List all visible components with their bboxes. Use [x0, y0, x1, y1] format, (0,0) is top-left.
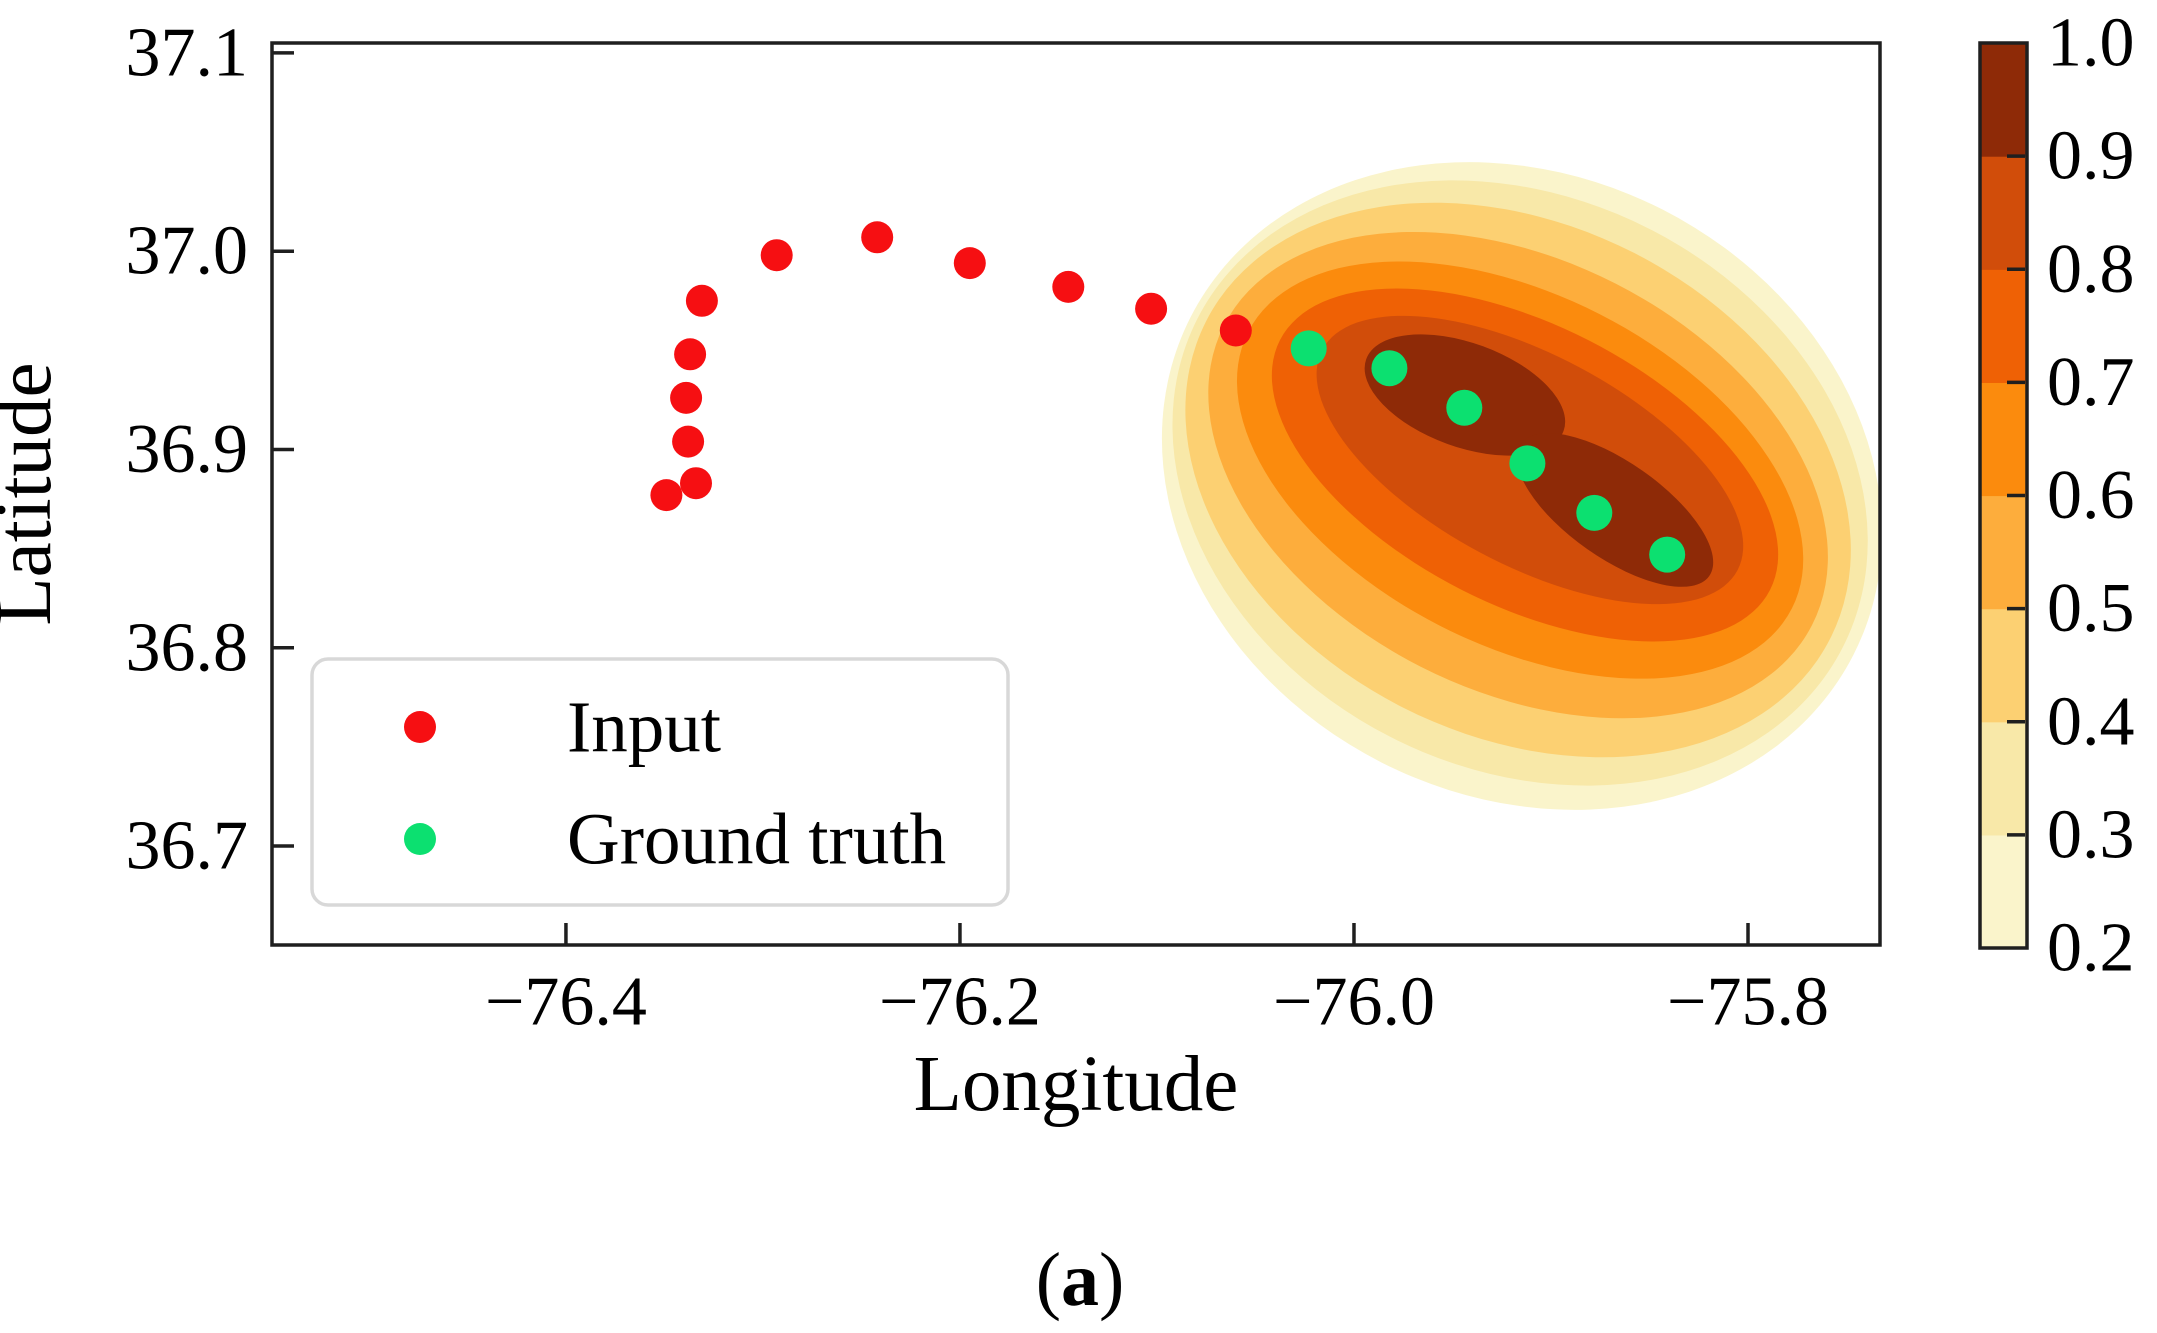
legend-marker-ground-truth: [404, 823, 436, 855]
colorbar-tick-label: 0.7: [2047, 344, 2135, 421]
colorbar-tick-label: 0.4: [2047, 683, 2135, 760]
colorbar-band: [1980, 495, 2027, 610]
caption: (a): [1036, 1238, 1125, 1322]
y-tick-label: 36.7: [126, 808, 249, 885]
x-axis-title: Longitude: [914, 1041, 1239, 1128]
colorbar-tick-label: 0.3: [2047, 796, 2135, 873]
point-input: [953, 247, 986, 280]
y-tick-label: 37.1: [126, 14, 249, 91]
point-input: [650, 479, 683, 512]
point-input: [680, 467, 712, 500]
point-input: [674, 338, 707, 371]
colorbar-labels: 1.0 0.9 0.8 0.7 0.6 0.5 0.4 0.3 0.2: [2047, 5, 2135, 987]
point-input: [1219, 314, 1252, 347]
colorbar: 1.0 0.9 0.8 0.7 0.6 0.5 0.4 0.3 0.2: [1978, 5, 2135, 987]
colorbar-tick-label: 1.0: [2047, 5, 2135, 82]
colorbar-tick-label: 0.2: [2047, 910, 2135, 987]
point-input: [760, 239, 793, 272]
colorbar-border: [1978, 41, 2029, 950]
x-axis-ticks: −76.4 −76.2 −76.0 −75.8: [485, 923, 1829, 1041]
colorbar-band: [1980, 721, 2027, 836]
x-tick-label: −75.8: [1667, 964, 1829, 1041]
point-ground-truth: [1649, 536, 1686, 573]
x-tick-label: −76.0: [1273, 964, 1435, 1041]
point-input: [670, 381, 703, 414]
colorbar-band: [1980, 382, 2027, 497]
colorbar-bands: [1980, 43, 2027, 949]
colorbar-band: [1980, 834, 2027, 949]
point-ground-truth: [1446, 389, 1483, 426]
legend-label-ground-truth: Ground truth: [567, 799, 946, 880]
colorbar-tick-label: 0.6: [2047, 457, 2135, 534]
colorbar-band: [1980, 608, 2027, 723]
point-input: [1135, 292, 1168, 325]
x-tick-label: −76.2: [879, 964, 1041, 1041]
y-tick-label: 36.8: [126, 609, 249, 686]
x-tick-label: −76.4: [485, 964, 647, 1041]
point-ground-truth: [1290, 330, 1327, 367]
colorbar-ticks: [2007, 154, 2025, 837]
point-input: [1052, 270, 1085, 303]
y-axis-title: Latitude: [0, 362, 68, 625]
colorbar-band: [1980, 43, 2027, 157]
plot-border: [270, 41, 1882, 947]
colorbar-tick-label: 0.5: [2047, 570, 2135, 647]
y-axis-ticks: 37.1 37.0 36.9 36.8 36.7: [126, 14, 294, 885]
point-input: [685, 284, 718, 317]
legend-marker-input: [404, 711, 436, 743]
point-input: [672, 425, 705, 458]
point-input: [861, 221, 894, 254]
point-ground-truth: [1576, 494, 1613, 531]
point-ground-truth: [1371, 350, 1408, 387]
y-tick-label: 37.0: [126, 213, 249, 290]
legend: Input Ground truth: [310, 657, 1010, 907]
scatter-points: [650, 221, 1686, 573]
legend-label-input: Input: [567, 687, 721, 768]
legend-markers: [404, 711, 436, 855]
y-tick-label: 36.9: [126, 411, 249, 488]
point-ground-truth: [1509, 445, 1546, 482]
colorbar-tick-label: 0.8: [2047, 231, 2135, 308]
legend-box: [310, 657, 1010, 907]
colorbar-band: [1980, 156, 2027, 270]
colorbar-band: [1980, 269, 2027, 383]
colorbar-tick-label: 0.9: [2047, 118, 2135, 195]
